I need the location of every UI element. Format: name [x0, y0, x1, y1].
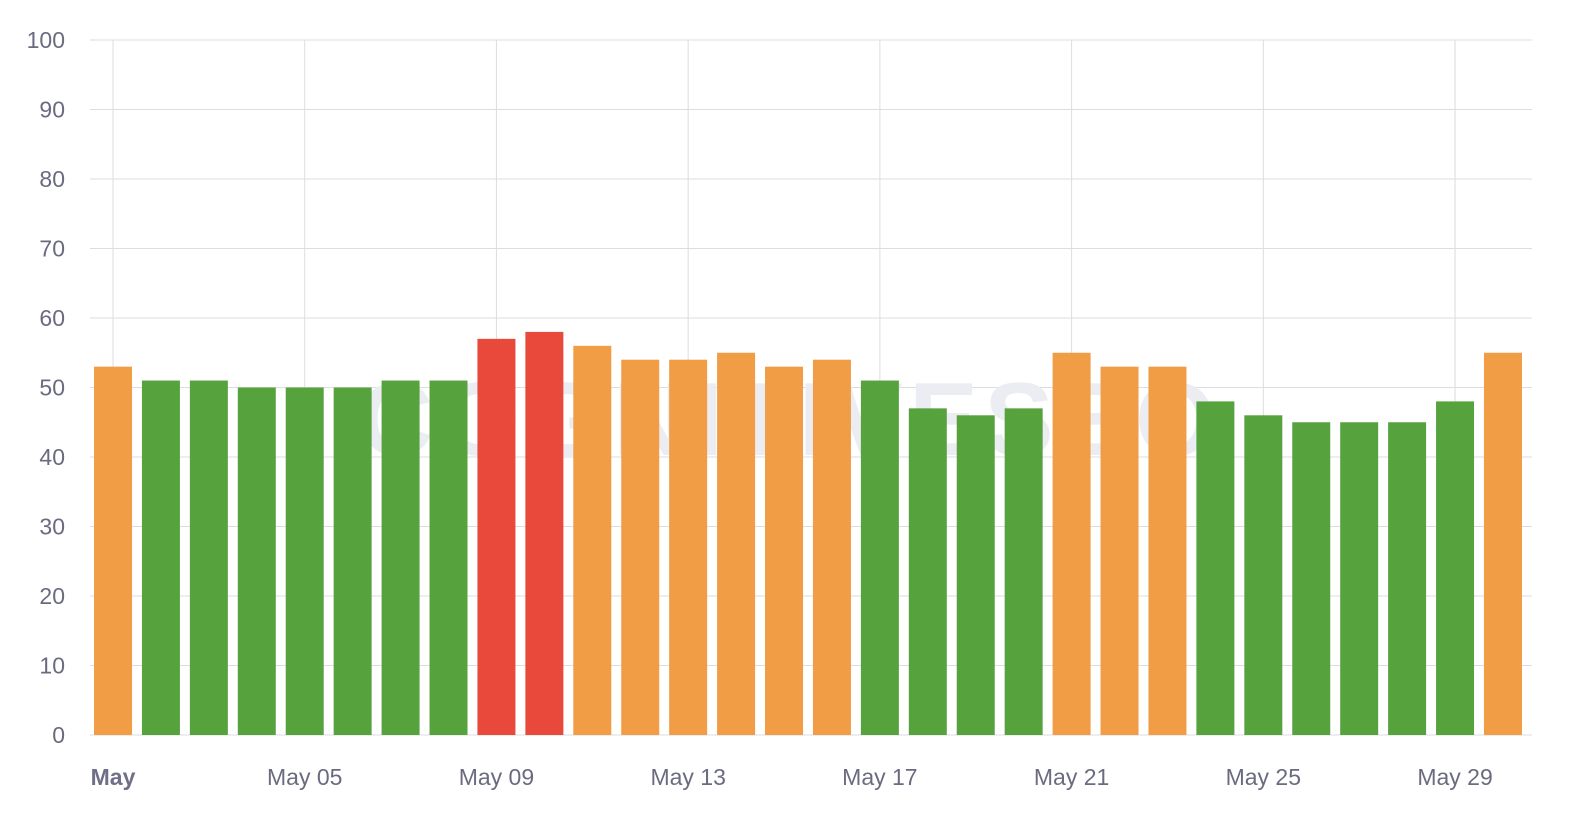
x-tick-label: May 05 [267, 764, 342, 790]
x-tick-label: May 21 [1034, 764, 1109, 790]
bar-may-12 [621, 359, 660, 735]
bar-may-18 [908, 408, 947, 735]
bar-may-26 [1292, 422, 1331, 735]
x-tick-label: May 09 [459, 764, 534, 790]
bar-may-16 [812, 359, 851, 735]
y-tick-label: 100 [27, 27, 65, 53]
bar-may-01 [94, 366, 132, 735]
bar-may-08 [429, 380, 468, 735]
bar-may-20 [1004, 408, 1043, 735]
y-tick-label: 30 [39, 514, 65, 540]
y-tick-label: 70 [39, 236, 65, 262]
bars [94, 331, 1522, 735]
y-tick-label: 90 [39, 97, 65, 123]
bar-may-13 [669, 359, 708, 735]
x-tick-label: May [91, 764, 136, 790]
bar-may-06 [333, 387, 372, 735]
bar-may-02 [141, 380, 180, 735]
y-tick-label: 60 [39, 305, 65, 331]
bar-may-15 [765, 366, 804, 735]
x-tick-label: May 13 [650, 764, 725, 790]
bar-may-17 [860, 380, 899, 735]
y-axis-ticks: 0 10 20 30 40 50 60 70 80 90 100 [27, 27, 65, 748]
bar-may-19 [956, 415, 995, 735]
bar-may-27 [1340, 422, 1379, 735]
y-tick-label: 80 [39, 166, 65, 192]
bar-may-09 [477, 338, 516, 735]
bar-may-30 [1483, 352, 1522, 735]
bar-may-25 [1244, 415, 1283, 735]
y-tick-label: 10 [39, 653, 65, 679]
bar-may-11 [573, 345, 612, 735]
bar-may-28 [1388, 422, 1427, 735]
y-tick-label: 20 [39, 583, 65, 609]
bar-may-23 [1148, 366, 1187, 735]
y-tick-label: 50 [39, 375, 65, 401]
x-tick-label: May 17 [842, 764, 917, 790]
x-tick-label: May 29 [1417, 764, 1492, 790]
bar-may-05 [285, 387, 324, 735]
bar-may-22 [1100, 366, 1139, 735]
x-axis-ticks: May May 05 May 09 May 13 May 17 May 21 May 25 M… [91, 764, 1493, 790]
y-tick-label: 40 [39, 444, 65, 470]
bar-may-21 [1052, 352, 1091, 735]
bar-may-07 [381, 380, 420, 735]
bar-may-04 [237, 387, 276, 735]
bar-may-10 [525, 331, 564, 735]
bar-may-24 [1196, 401, 1235, 735]
bar-may-14 [717, 352, 756, 735]
x-tick-label: May 25 [1226, 764, 1301, 790]
bar-may-29 [1436, 401, 1475, 735]
y-tick-label: 0 [52, 722, 65, 748]
bar-may-03 [189, 380, 228, 735]
